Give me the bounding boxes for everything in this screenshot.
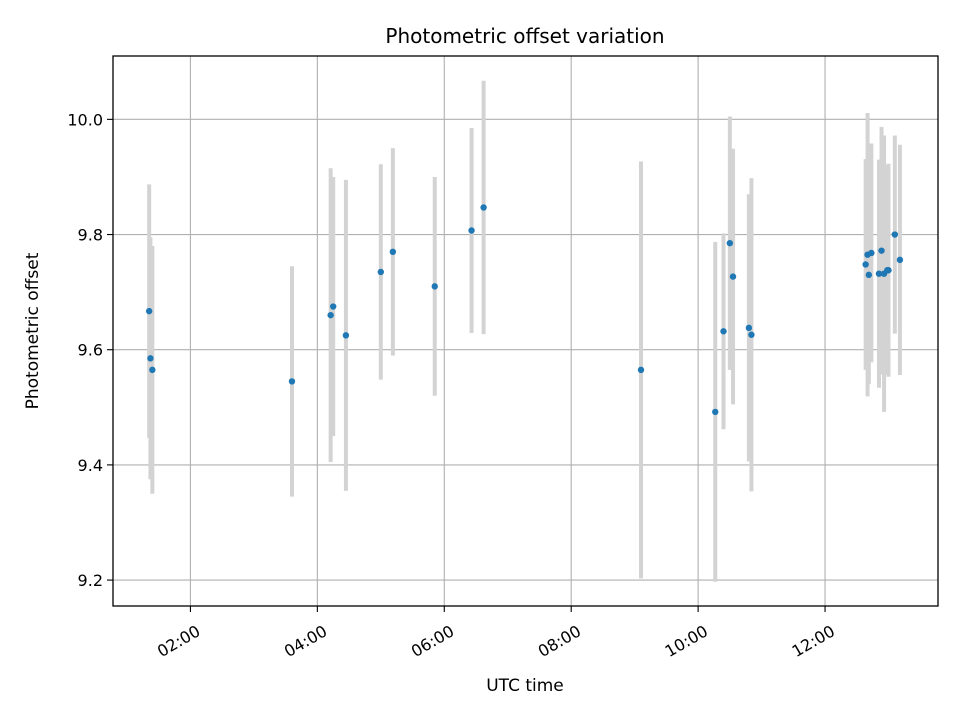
data-point	[149, 366, 156, 374]
grid	[113, 56, 938, 606]
data-point	[878, 247, 885, 254]
data-point	[720, 328, 727, 335]
data-point	[389, 248, 397, 256]
data-point	[748, 331, 755, 338]
y-tick-label: 9.8	[78, 226, 103, 245]
y-axis-ticks: 9.2 9.4 9.6 9.8 10.0	[67, 110, 113, 590]
data-point	[327, 311, 334, 319]
y-tick-label: 9.2	[78, 571, 103, 590]
data-point	[288, 378, 296, 385]
data-point	[468, 227, 475, 234]
data-point	[637, 366, 645, 374]
y-tick-label: 9.6	[78, 341, 103, 360]
data-point	[862, 261, 869, 268]
data-point	[865, 271, 873, 279]
data-point	[745, 324, 753, 332]
data-point	[330, 303, 337, 310]
data-point	[896, 256, 904, 264]
plot-frame	[112, 55, 939, 607]
data-point	[868, 249, 875, 257]
data-point	[147, 355, 154, 362]
y-tick-label: 9.4	[78, 456, 103, 475]
data-point	[712, 408, 719, 416]
data-point	[342, 332, 350, 339]
y-tick-label: 10.0	[67, 110, 103, 129]
data-point	[726, 239, 734, 247]
chart-title: Photometric offset variation	[385, 24, 664, 48]
data-point	[885, 267, 892, 274]
data-point	[729, 273, 737, 280]
data-point	[145, 307, 153, 315]
data-point	[377, 268, 385, 276]
data-point	[431, 283, 438, 290]
y-axis-label: Photometric offset	[23, 252, 43, 409]
data-point	[875, 270, 883, 277]
data-point	[891, 231, 899, 238]
data-point	[480, 204, 487, 211]
data-points	[145, 204, 904, 416]
x-axis-label: UTC time	[486, 676, 564, 696]
